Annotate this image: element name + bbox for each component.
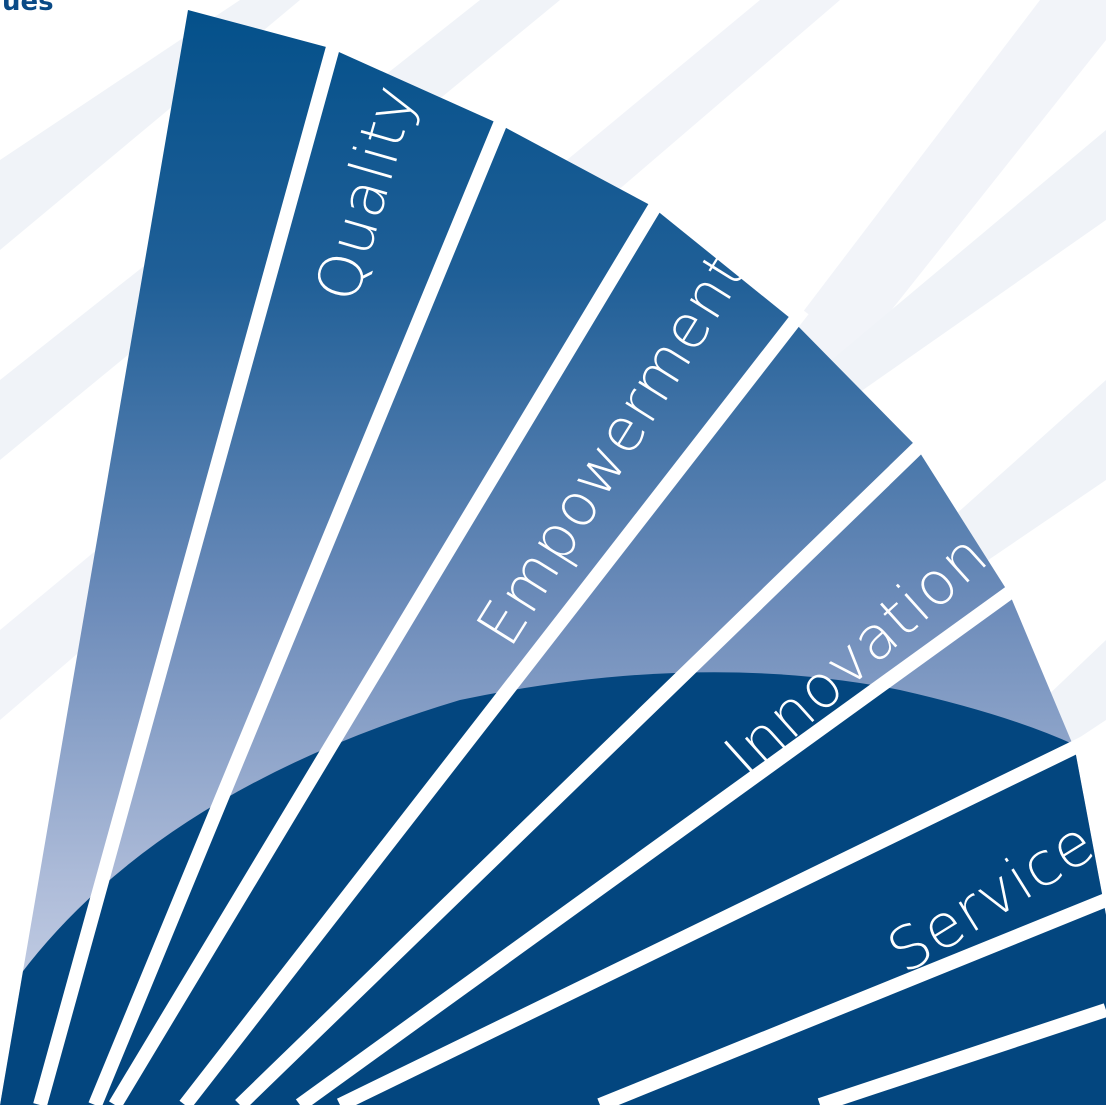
header-fragment: ues <box>2 0 54 17</box>
ray-separators <box>33 38 1106 1105</box>
